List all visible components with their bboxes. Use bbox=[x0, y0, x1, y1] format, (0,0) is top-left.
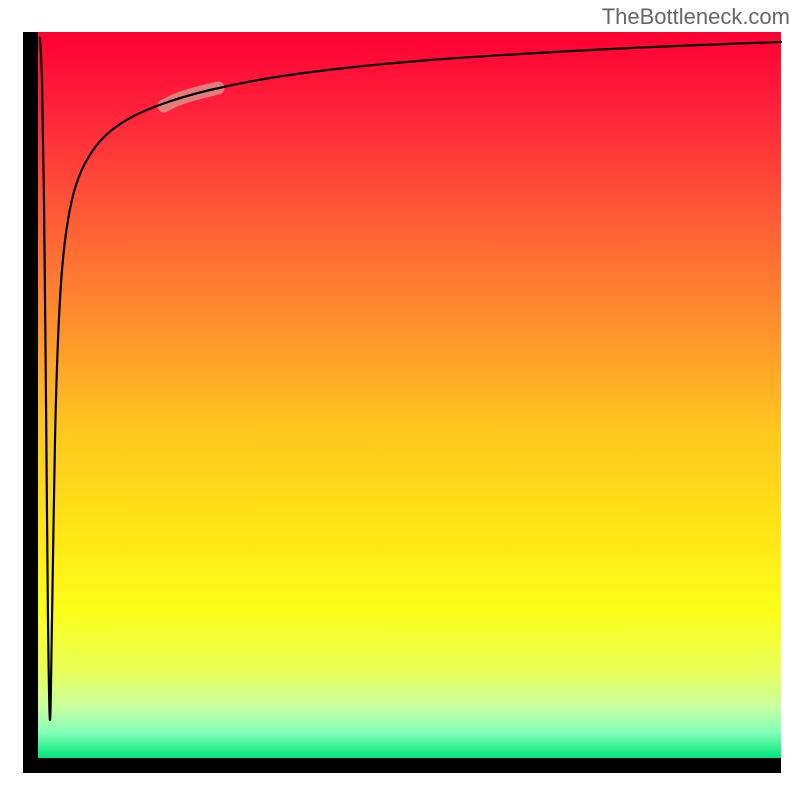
y-axis bbox=[23, 32, 38, 773]
plot-gradient-area bbox=[38, 32, 781, 758]
chart-stage: TheBottleneck.com bbox=[0, 0, 800, 800]
x-axis bbox=[23, 758, 781, 773]
watermark-text: TheBottleneck.com bbox=[602, 4, 790, 30]
